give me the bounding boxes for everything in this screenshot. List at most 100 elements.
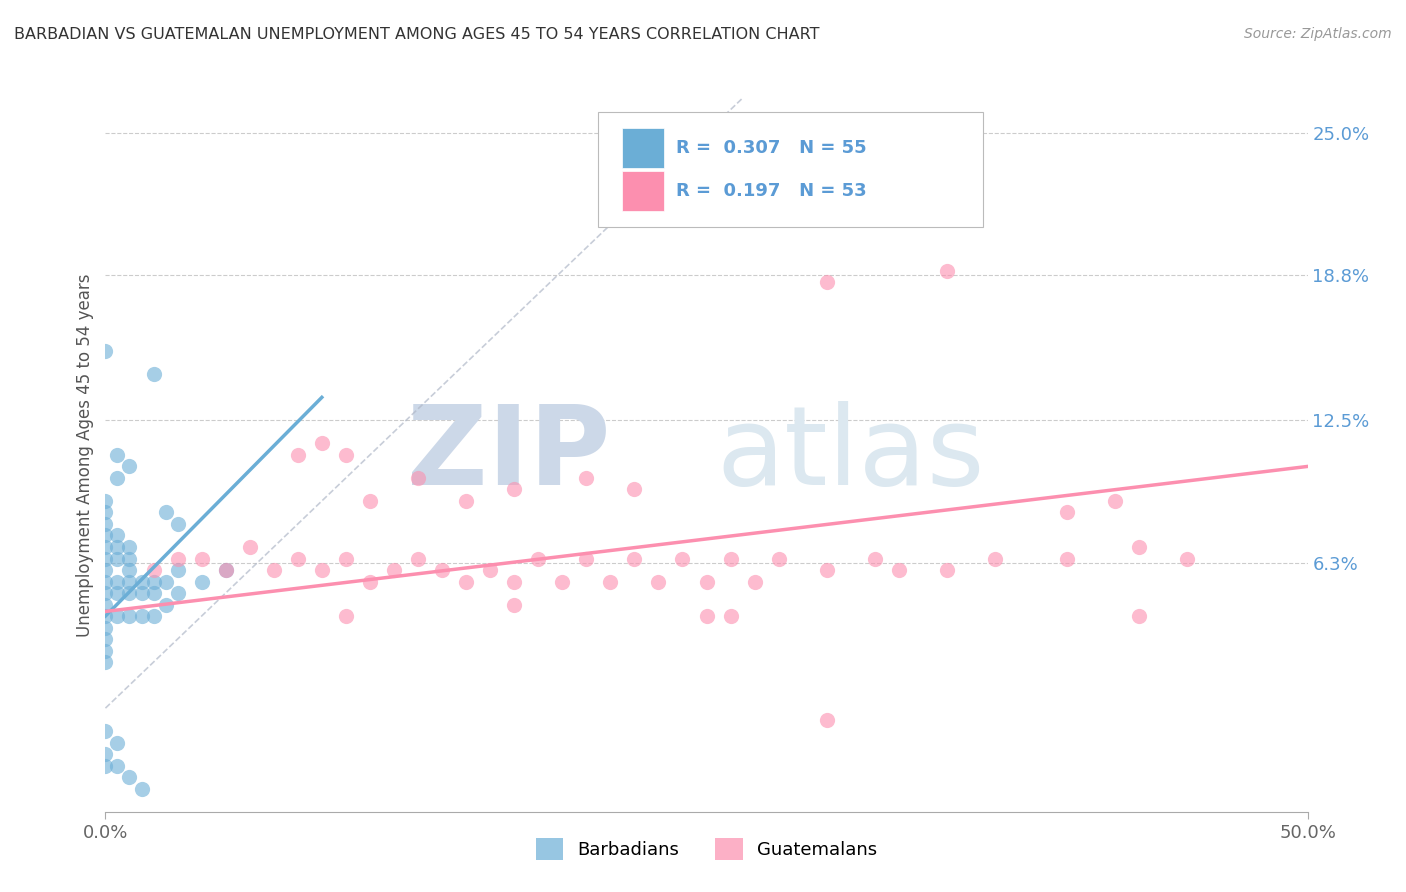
- Point: [430, 563, 453, 577]
- Point: [166, 563, 188, 577]
- Point: [720, 609, 742, 624]
- Point: [94, 758, 117, 772]
- Point: [94, 632, 117, 646]
- Point: [142, 586, 165, 600]
- FancyBboxPatch shape: [623, 128, 665, 168]
- Point: [107, 574, 129, 589]
- Point: [359, 494, 381, 508]
- Point: [94, 621, 117, 635]
- Point: [155, 506, 177, 520]
- Point: [720, 551, 742, 566]
- Point: [696, 609, 718, 624]
- FancyBboxPatch shape: [623, 171, 665, 211]
- Point: [335, 609, 357, 624]
- Point: [815, 563, 838, 577]
- Point: [1175, 551, 1198, 566]
- FancyBboxPatch shape: [599, 112, 983, 227]
- Point: [575, 471, 598, 485]
- Text: R =  0.307   N = 55: R = 0.307 N = 55: [676, 139, 868, 157]
- Point: [142, 574, 165, 589]
- Point: [94, 551, 117, 566]
- Point: [744, 574, 766, 589]
- Point: [131, 574, 153, 589]
- Point: [214, 563, 236, 577]
- Point: [623, 483, 645, 497]
- Point: [142, 368, 165, 382]
- Point: [287, 448, 309, 462]
- Text: ZIP: ZIP: [406, 401, 610, 508]
- Point: [118, 574, 141, 589]
- Point: [406, 551, 429, 566]
- Text: BARBADIAN VS GUATEMALAN UNEMPLOYMENT AMONG AGES 45 TO 54 YEARS CORRELATION CHART: BARBADIAN VS GUATEMALAN UNEMPLOYMENT AMO…: [14, 27, 820, 42]
- Point: [155, 598, 177, 612]
- Point: [311, 436, 333, 450]
- Point: [454, 494, 477, 508]
- Point: [454, 574, 477, 589]
- Y-axis label: Unemployment Among Ages 45 to 54 years: Unemployment Among Ages 45 to 54 years: [76, 273, 94, 637]
- Point: [1056, 506, 1078, 520]
- Point: [107, 551, 129, 566]
- Point: [166, 516, 188, 531]
- Point: [107, 609, 129, 624]
- Point: [94, 494, 117, 508]
- Point: [815, 713, 838, 727]
- Point: [142, 609, 165, 624]
- Point: [647, 574, 669, 589]
- Point: [406, 471, 429, 485]
- Point: [118, 563, 141, 577]
- Point: [94, 563, 117, 577]
- Point: [107, 528, 129, 542]
- Point: [131, 609, 153, 624]
- Text: Source: ZipAtlas.com: Source: ZipAtlas.com: [1244, 27, 1392, 41]
- Point: [936, 563, 959, 577]
- Point: [311, 563, 333, 577]
- Point: [118, 540, 141, 554]
- Point: [263, 563, 285, 577]
- Point: [887, 563, 910, 577]
- Point: [118, 551, 141, 566]
- Point: [382, 563, 405, 577]
- Text: R =  0.197   N = 53: R = 0.197 N = 53: [676, 182, 868, 200]
- Point: [94, 506, 117, 520]
- Point: [94, 344, 117, 359]
- Point: [599, 574, 621, 589]
- Point: [551, 574, 574, 589]
- Point: [94, 747, 117, 761]
- Point: [94, 655, 117, 669]
- Point: [696, 574, 718, 589]
- Point: [239, 540, 262, 554]
- Point: [118, 586, 141, 600]
- Point: [503, 483, 526, 497]
- Point: [107, 736, 129, 750]
- Point: [768, 551, 790, 566]
- Point: [575, 551, 598, 566]
- Point: [118, 770, 141, 784]
- Point: [479, 563, 502, 577]
- Point: [1056, 551, 1078, 566]
- Point: [131, 586, 153, 600]
- Point: [1128, 540, 1150, 554]
- Point: [131, 781, 153, 796]
- Point: [527, 551, 550, 566]
- Point: [94, 540, 117, 554]
- Point: [166, 586, 188, 600]
- Point: [107, 448, 129, 462]
- Point: [623, 551, 645, 566]
- Point: [287, 551, 309, 566]
- Point: [107, 758, 129, 772]
- Point: [1104, 494, 1126, 508]
- Point: [671, 551, 693, 566]
- Point: [155, 574, 177, 589]
- Point: [1128, 609, 1150, 624]
- Point: [623, 206, 645, 220]
- Point: [94, 528, 117, 542]
- Point: [190, 551, 212, 566]
- Point: [107, 471, 129, 485]
- Point: [503, 574, 526, 589]
- Point: [94, 643, 117, 657]
- Point: [359, 574, 381, 589]
- Point: [335, 448, 357, 462]
- Point: [94, 516, 117, 531]
- Point: [94, 598, 117, 612]
- Point: [335, 551, 357, 566]
